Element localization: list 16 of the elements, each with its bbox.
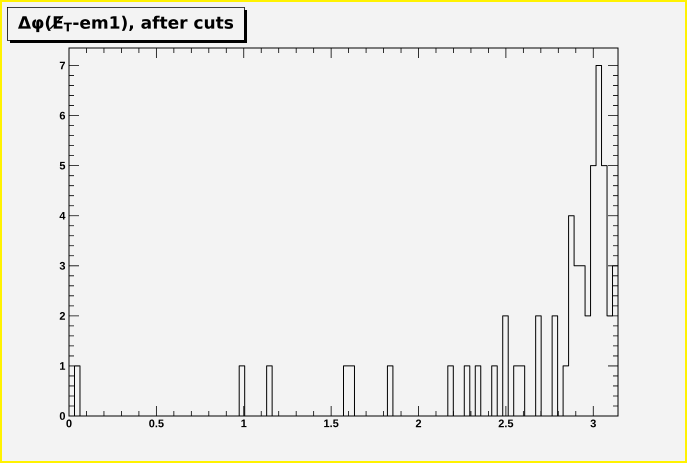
y-tick-label: 1 <box>60 362 66 370</box>
y-tick-label: 7 <box>60 62 65 70</box>
y-tick-label: 0 <box>60 412 66 420</box>
y-tick-label: 5 <box>60 162 66 170</box>
x-tick-label: 1.5 <box>324 420 338 428</box>
x-tick-label: 0.5 <box>149 420 164 428</box>
y-tick-label: 6 <box>60 112 66 120</box>
chart-title: Δφ(E̸$_{T}$-em1), after cuts <box>18 16 234 32</box>
y-tick-label: 4 <box>60 212 66 220</box>
x-tick-label: 0 <box>66 420 72 428</box>
y-tick-label: 2 <box>60 312 66 320</box>
x-tick-label: 1 <box>241 420 246 428</box>
x-tick-label: 2 <box>416 420 422 428</box>
x-tick-label: 2.5 <box>498 420 514 428</box>
y-tick-label: 3 <box>60 262 66 270</box>
x-tick-label: 3 <box>590 420 596 428</box>
